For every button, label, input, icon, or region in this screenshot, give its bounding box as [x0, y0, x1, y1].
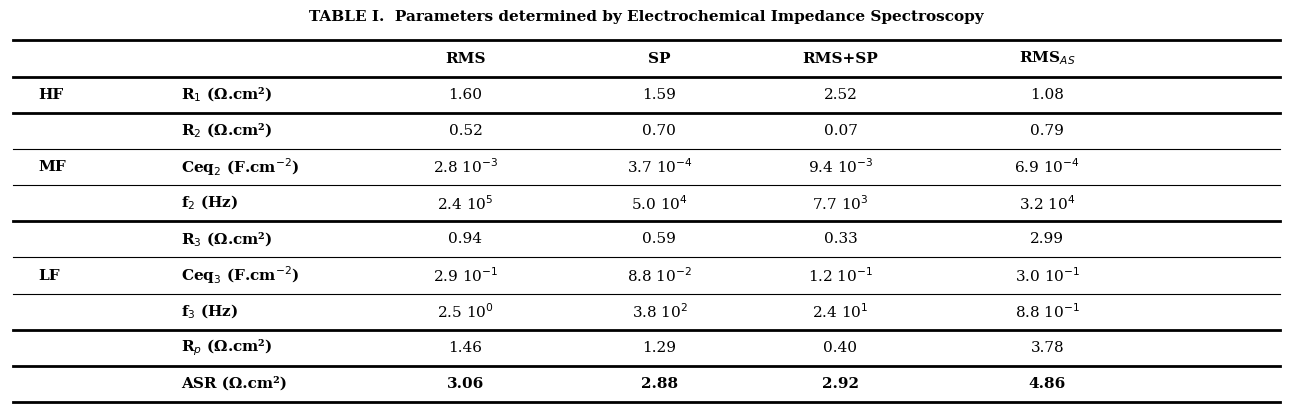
- Text: 2.9 10$^{-1}$: 2.9 10$^{-1}$: [433, 266, 498, 285]
- Text: ASR (Ω.cm²): ASR (Ω.cm²): [181, 377, 287, 391]
- Text: HF: HF: [39, 88, 65, 102]
- Text: f$_3$ (Hz): f$_3$ (Hz): [181, 303, 238, 321]
- Text: R$_3$ (Ω.cm²): R$_3$ (Ω.cm²): [181, 230, 273, 248]
- Text: 2.4 10$^{1}$: 2.4 10$^{1}$: [812, 302, 869, 321]
- Text: RMS: RMS: [445, 52, 486, 65]
- Text: 2.8 10$^{-3}$: 2.8 10$^{-3}$: [433, 158, 498, 177]
- Text: MF: MF: [39, 160, 66, 174]
- Text: 0.94: 0.94: [449, 232, 482, 246]
- Text: 0.40: 0.40: [824, 341, 857, 355]
- Text: f$_2$ (Hz): f$_2$ (Hz): [181, 194, 238, 213]
- Text: 0.52: 0.52: [449, 124, 482, 138]
- Text: 3.78: 3.78: [1031, 341, 1064, 355]
- Text: 5.0 10$^{4}$: 5.0 10$^{4}$: [631, 194, 688, 213]
- Text: 1.29: 1.29: [643, 341, 676, 355]
- Text: R$_1$ (Ω.cm²): R$_1$ (Ω.cm²): [181, 86, 273, 104]
- Text: SP: SP: [648, 52, 671, 65]
- Text: 0.07: 0.07: [824, 124, 857, 138]
- Text: LF: LF: [39, 269, 61, 282]
- Text: 2.4 10$^{5}$: 2.4 10$^{5}$: [437, 194, 494, 213]
- Text: Ceq$_2$ (F.cm$^{-2}$): Ceq$_2$ (F.cm$^{-2}$): [181, 156, 299, 178]
- Text: 2.99: 2.99: [1031, 232, 1064, 246]
- Text: Ceq$_3$ (F.cm$^{-2}$): Ceq$_3$ (F.cm$^{-2}$): [181, 265, 299, 286]
- Text: 3.0 10$^{-1}$: 3.0 10$^{-1}$: [1015, 266, 1080, 285]
- Text: 0.59: 0.59: [643, 232, 676, 246]
- Text: 3.7 10$^{-4}$: 3.7 10$^{-4}$: [627, 158, 692, 177]
- Text: 0.70: 0.70: [643, 124, 676, 138]
- Text: 3.2 10$^{4}$: 3.2 10$^{4}$: [1019, 194, 1076, 213]
- Text: RMS+SP: RMS+SP: [803, 52, 878, 65]
- Text: 8.8 10$^{-2}$: 8.8 10$^{-2}$: [627, 266, 692, 285]
- Text: TABLE I.  Parameters determined by Electrochemical Impedance Spectroscopy: TABLE I. Parameters determined by Electr…: [309, 10, 984, 24]
- Text: 2.88: 2.88: [641, 377, 678, 391]
- Text: 8.8 10$^{-1}$: 8.8 10$^{-1}$: [1015, 302, 1080, 321]
- Text: RMS$_{AS}$: RMS$_{AS}$: [1019, 50, 1076, 67]
- Text: 9.4 10$^{-3}$: 9.4 10$^{-3}$: [808, 158, 873, 177]
- Text: 1.59: 1.59: [643, 88, 676, 102]
- Text: 2.5 10$^{0}$: 2.5 10$^{0}$: [437, 302, 494, 321]
- Text: 0.33: 0.33: [824, 232, 857, 246]
- Text: 7.7 10$^{3}$: 7.7 10$^{3}$: [812, 194, 869, 213]
- Text: 1.60: 1.60: [449, 88, 482, 102]
- Text: R$_2$ (Ω.cm²): R$_2$ (Ω.cm²): [181, 122, 273, 140]
- Text: 3.06: 3.06: [447, 377, 484, 391]
- Text: 1.08: 1.08: [1031, 88, 1064, 102]
- Text: 0.79: 0.79: [1031, 124, 1064, 138]
- Text: R$_p$ (Ω.cm²): R$_p$ (Ω.cm²): [181, 337, 273, 358]
- Text: 2.52: 2.52: [824, 88, 857, 102]
- Text: 3.8 10$^{2}$: 3.8 10$^{2}$: [631, 302, 688, 321]
- Text: 4.86: 4.86: [1029, 377, 1065, 391]
- Text: 2.92: 2.92: [822, 377, 859, 391]
- Text: 1.2 10$^{-1}$: 1.2 10$^{-1}$: [808, 266, 873, 285]
- Text: 1.46: 1.46: [449, 341, 482, 355]
- Text: 6.9 10$^{-4}$: 6.9 10$^{-4}$: [1015, 158, 1080, 177]
